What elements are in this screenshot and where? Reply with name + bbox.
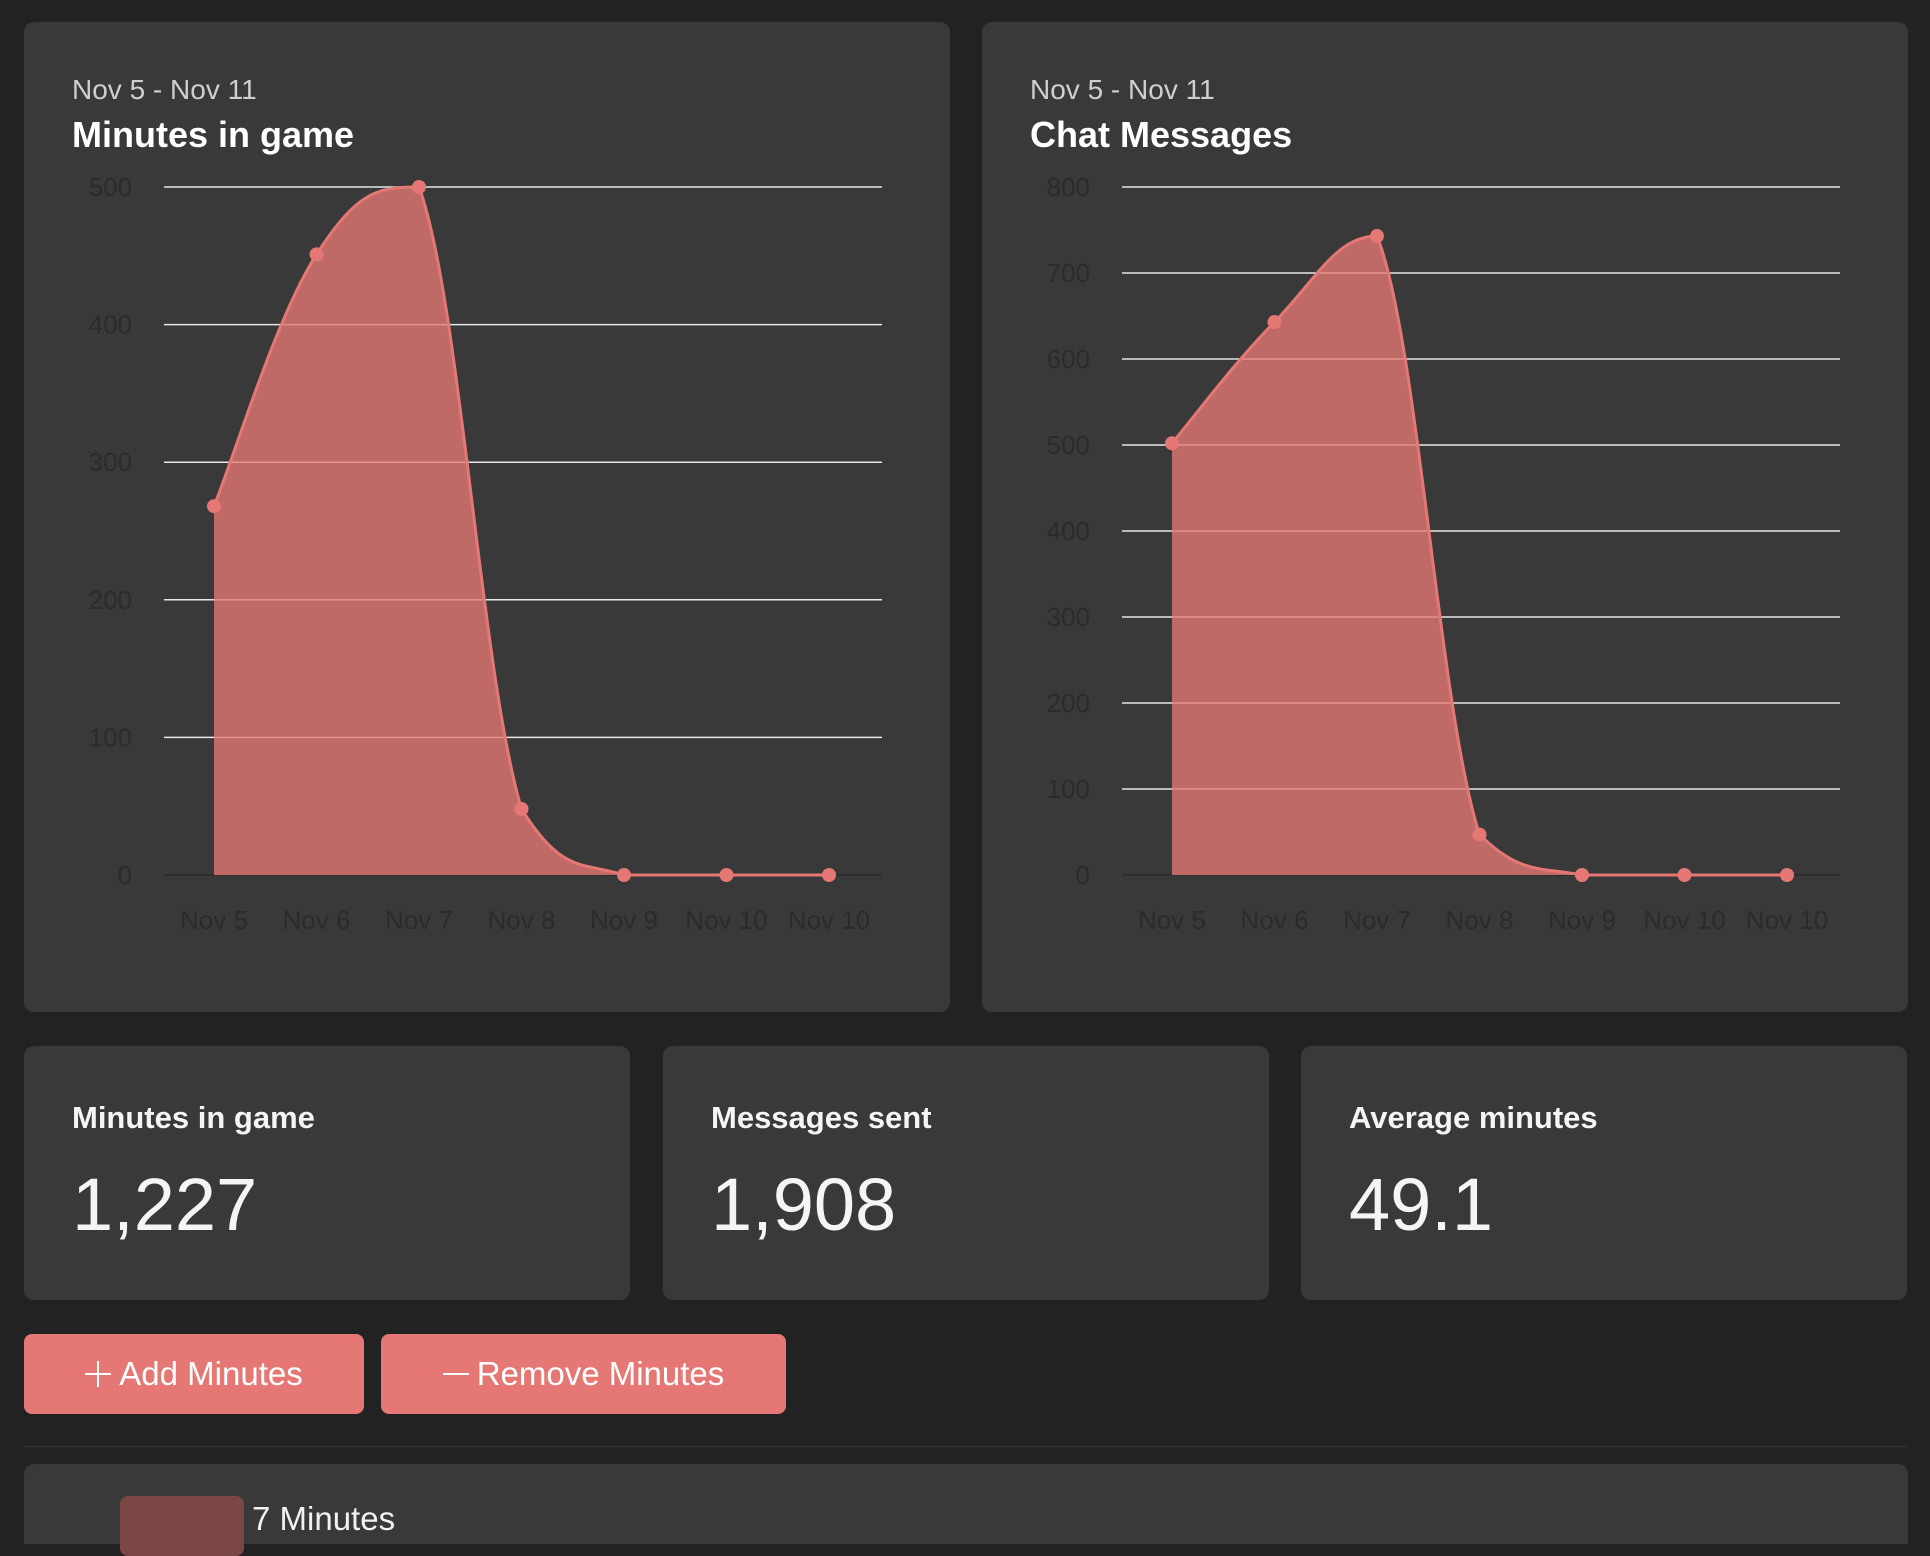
stat-value: 49.1 [1349, 1163, 1494, 1246]
stat-label: Messages sent [711, 1100, 932, 1135]
y-tick-label: 300 [1047, 602, 1090, 632]
divider [24, 1446, 1908, 1447]
x-tick-label: Nov 5 [180, 905, 248, 935]
stat-value: 1,227 [72, 1163, 258, 1246]
x-tick-label: Nov 5 [1138, 905, 1206, 935]
stat-card-minutes: Minutes in game 1,227 [24, 1046, 630, 1300]
x-tick-label: Nov 8 [1446, 905, 1514, 935]
data-point [719, 868, 734, 882]
data-point [617, 868, 631, 882]
series-line [212, 185, 829, 877]
list-item[interactable]: 7 Minutes [24, 1464, 1908, 1556]
chart-date-range: Nov 5 - Nov 11 [72, 74, 257, 105]
y-tick-label: 500 [89, 172, 132, 202]
stat-card-average: Average minutes 49.1 [1301, 1046, 1907, 1300]
y-tick-label: 200 [89, 585, 132, 615]
plus-icon [85, 1361, 112, 1387]
remove-minutes-label: Remove Minutes [476, 1355, 725, 1392]
data-point [1575, 868, 1589, 882]
data-point [1472, 827, 1487, 842]
y-tick-label: 0 [1076, 860, 1090, 890]
x-tick-label: Nov 10 [788, 905, 870, 935]
messages-chart: 0 100 200 300 400 500 600 700 800 Nov 5 Nov 6 Nov 7… [1047, 172, 1840, 935]
minutes-chart-card: Nov 5 - Nov 11 Minutes in game 0 100 200 30… [24, 22, 950, 1012]
x-tick-label: Nov 10 [685, 905, 767, 935]
x-tick-label: Nov 10 [1746, 905, 1828, 935]
data-point [309, 247, 324, 262]
y-tick-label: 800 [1047, 172, 1090, 202]
y-tick-label: 300 [89, 447, 132, 477]
x-tick-label: Nov 6 [1241, 905, 1309, 935]
y-tick-label: 0 [118, 860, 132, 890]
x-tick-label: Nov 10 [1643, 905, 1725, 935]
stat-value: 1,908 [711, 1163, 897, 1246]
list-item-label: 7 Minutes [252, 1500, 396, 1537]
messages-chart-card: Nov 5 - Nov 11 Chat Messages 0 100 200 300 4… [982, 22, 1908, 1012]
series-area [1172, 236, 1787, 875]
remove-minutes-button[interactable]: Remove Minutes [381, 1334, 786, 1414]
stat-card-messages: Messages sent 1,908 [663, 1046, 1269, 1300]
data-point [1780, 868, 1794, 882]
stat-label: Average minutes [1349, 1100, 1598, 1135]
x-tick-label: Nov 6 [283, 905, 351, 935]
data-point [207, 499, 221, 514]
y-tick-label: 700 [1047, 258, 1090, 288]
y-tick-label: 100 [89, 722, 132, 752]
x-tick-label: Nov 8 [488, 905, 556, 935]
data-point [1370, 229, 1384, 244]
y-tick-label: 500 [1047, 430, 1090, 460]
chart-title: Minutes in game [72, 114, 355, 155]
y-tick-label: 100 [1047, 774, 1090, 804]
data-point [412, 180, 426, 194]
add-minutes-label: Add Minutes [119, 1355, 303, 1392]
y-tick-label: 200 [1047, 688, 1090, 718]
x-tick-label: Nov 9 [1548, 905, 1616, 935]
y-tick-label: 400 [1047, 516, 1090, 546]
y-tick-label: 600 [1047, 344, 1090, 374]
x-tick-label: Nov 7 [385, 905, 453, 935]
add-minutes-button[interactable]: Add Minutes [24, 1334, 364, 1414]
minutes-chart: 0 100 200 300 400 500 Nov 5 Nov 6 Nov 7 Nov 8 Nov … [89, 172, 882, 935]
x-tick-label: Nov 7 [1343, 905, 1411, 935]
stat-label: Minutes in game [72, 1100, 315, 1135]
x-tick-label: Nov 9 [590, 905, 658, 935]
chart-date-range: Nov 5 - Nov 11 [1030, 74, 1215, 105]
list-item-badge [120, 1496, 244, 1556]
chart-title: Chat Messages [1030, 114, 1293, 155]
data-point [1677, 868, 1692, 882]
data-point [1165, 436, 1179, 451]
data-point [822, 868, 836, 882]
series-area [214, 187, 829, 875]
y-tick-label: 400 [89, 310, 132, 340]
data-point [514, 801, 529, 816]
minus-icon [442, 1361, 469, 1387]
data-point [1267, 315, 1282, 330]
